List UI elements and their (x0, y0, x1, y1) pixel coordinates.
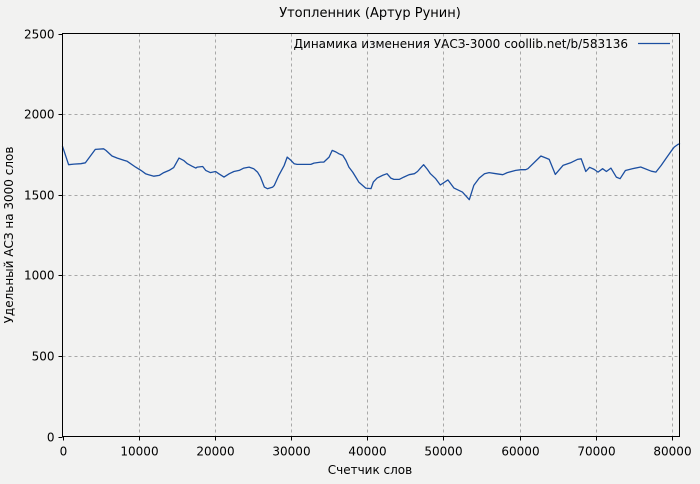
plot-border (62, 33, 680, 437)
x-tick-label: 10000 (120, 445, 158, 459)
x-tick-label: 40000 (348, 445, 386, 459)
y-tick-label: 0 (47, 431, 55, 445)
x-tick-label: 80000 (653, 445, 691, 459)
x-tick-label: 60000 (501, 445, 539, 459)
x-tick-label: 20000 (196, 445, 234, 459)
x-tick-label: 50000 (424, 445, 462, 459)
y-tick-label: 2500 (24, 28, 55, 42)
y-tick-label: 1500 (24, 189, 55, 203)
x-tick-label: 0 (60, 445, 68, 459)
x-tick-label: 30000 (272, 445, 310, 459)
y-tick-label: 500 (32, 350, 55, 364)
y-tick-label: 2000 (24, 108, 55, 122)
x-tick-label: 70000 (577, 445, 615, 459)
series-layer (61, 143, 681, 201)
x-axis-title: Счетчик слов (328, 463, 412, 477)
legend: Динамика изменения УАСЗ-3000 coollib.net… (294, 37, 670, 51)
grid-layer (62, 33, 680, 437)
legend-label: Динамика изменения УАСЗ-3000 coollib.net… (294, 37, 628, 51)
y-tick-label: 1000 (24, 269, 55, 283)
tick-layer: 0 10000 20000 30000 40000 50000 60000 70000 8000… (24, 28, 692, 459)
data-line (61, 143, 681, 201)
y-axis-title: Удельный АСЗ на 3000 слов (2, 147, 16, 324)
chart-title: Утопленник (Артур Рунин) (279, 6, 461, 21)
